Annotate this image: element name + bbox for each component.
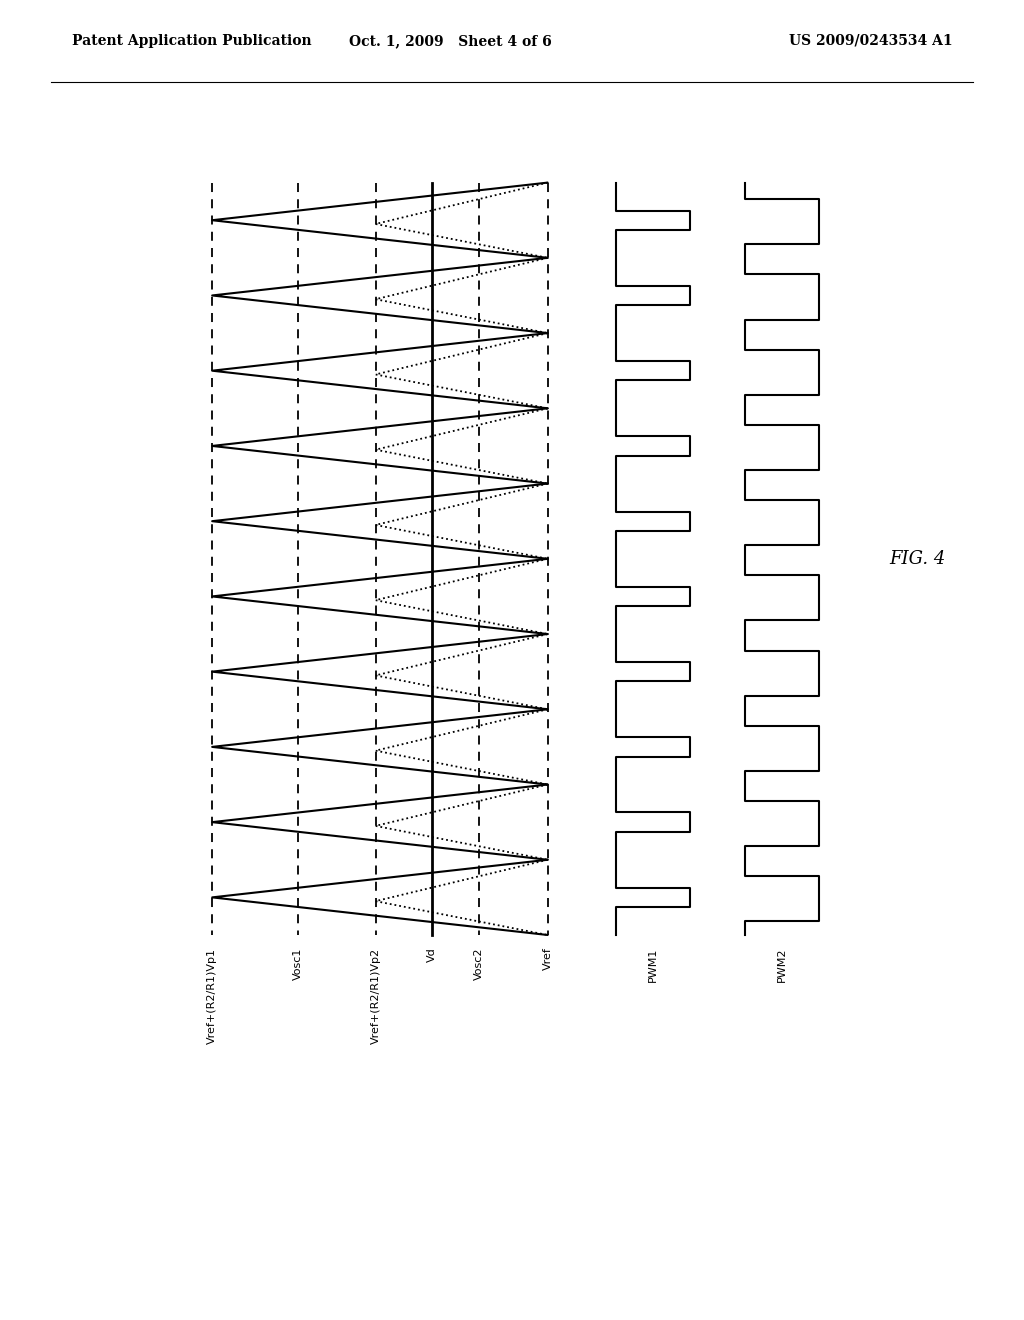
Text: PWM1: PWM1 [648,948,658,982]
Text: Vref+(R2/R1)Vp1: Vref+(R2/R1)Vp1 [207,948,217,1044]
Text: PWM2: PWM2 [777,948,787,982]
Text: Vosc2: Vosc2 [474,948,483,979]
Text: Patent Application Publication: Patent Application Publication [72,34,311,48]
Text: US 2009/0243534 A1: US 2009/0243534 A1 [788,34,952,48]
Text: Vref+(R2/R1)Vp2: Vref+(R2/R1)Vp2 [371,948,381,1044]
Text: Vosc1: Vosc1 [293,948,303,979]
Text: Vref: Vref [543,948,553,970]
Text: Vd: Vd [427,948,436,962]
Text: Oct. 1, 2009   Sheet 4 of 6: Oct. 1, 2009 Sheet 4 of 6 [349,34,552,48]
Text: FIG. 4: FIG. 4 [889,550,946,568]
